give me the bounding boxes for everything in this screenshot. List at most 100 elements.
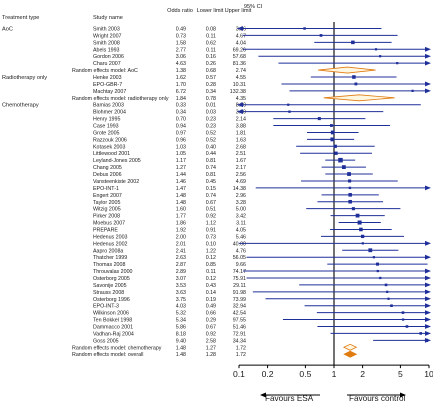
point-estimate xyxy=(368,248,373,253)
lower-limit-value: 0.74 xyxy=(206,165,216,171)
study-name: Hedenus 2003 xyxy=(93,234,128,240)
study-name: Hedenus 2002 xyxy=(93,241,128,247)
ci-arrow-left xyxy=(237,26,243,31)
upper-limit-value: 34.34 xyxy=(233,338,246,344)
study-row: Strauss 2008 3.63 0.14 91.98 xyxy=(93,289,431,296)
upper-limit-value: 9.66 xyxy=(236,262,246,268)
point-estimate xyxy=(303,27,306,30)
upper-limit-value: 4.05 xyxy=(236,227,246,233)
upper-limit-value: 3.42 xyxy=(236,214,246,220)
odds-ratio-value: 2.01 xyxy=(176,241,186,247)
study-name: Charu 2007 xyxy=(93,61,121,67)
lower-limit-value: 0.11 xyxy=(206,269,216,275)
ci-arrow-left xyxy=(237,102,243,108)
point-estimate xyxy=(379,276,382,280)
favours-control-label: Favours control xyxy=(349,394,406,403)
point-estimate xyxy=(348,199,352,204)
point-estimate xyxy=(379,55,382,58)
upper-limit-value: 42.54 xyxy=(233,311,246,317)
upper-limit-value: 2.74 xyxy=(236,68,246,74)
point-estimate xyxy=(375,262,380,266)
odds-ratio-value: 1.17 xyxy=(176,158,186,164)
odds-ratio-value: 1.70 xyxy=(176,82,186,88)
study-name: Aapro 2008a xyxy=(93,248,123,254)
summary-label: Random effects model: overall xyxy=(72,352,143,358)
upper-limit-value: 2.17 xyxy=(236,165,246,171)
upper-limit-value: 75.91 xyxy=(233,276,246,282)
odds-ratio-value: 6.72 xyxy=(176,89,186,95)
study-row: Abels 1993 2.77 0.11 69.26 xyxy=(93,46,431,53)
upper-limit-value: 1.67 xyxy=(236,158,246,164)
lower-limit-value: 1.22 xyxy=(206,248,216,254)
x-tick-label: 5 xyxy=(398,369,403,379)
x-axis: 0.1 0.2 0.5 1 2 5 10 xyxy=(233,364,433,379)
odds-ratio-value: 1.44 xyxy=(176,172,186,178)
study-name: Kotasek 2003 xyxy=(93,144,125,150)
upper-limit-value: 132.38 xyxy=(230,89,246,95)
study-row: Henry 1995 0.70 0.23 2.14 xyxy=(93,117,366,123)
favours-control-arrowhead xyxy=(400,392,406,398)
upper-limit-value: 1.81 xyxy=(236,130,246,136)
study-row: Smith 2008 1.58 0.62 4.04 xyxy=(93,40,392,46)
lower-limit-value: 0.67 xyxy=(206,324,216,330)
odds-ratio-value: 3.75 xyxy=(176,297,186,303)
ci-arrow-right xyxy=(425,240,431,246)
upper-limit-value: 3.11 xyxy=(236,221,246,227)
odds-ratio-value: 1.38 xyxy=(176,68,186,74)
lower-limit-value: 1.28 xyxy=(206,352,216,358)
lower-limit-value: 0.66 xyxy=(206,311,216,317)
summary-label: Random effects model: radiotherapy only xyxy=(72,96,169,102)
study-row: Chang 2005 1.27 0.74 2.17 xyxy=(93,165,366,171)
study-row: Hedenus 2003 2.00 0.73 5.46 xyxy=(93,234,405,240)
upper-limit-value: 81.36 xyxy=(233,61,246,67)
study-row: Taylor 2005 1.48 0.67 3.28 xyxy=(93,199,384,206)
point-estimate xyxy=(351,40,355,45)
upper-limit-value: 91.98 xyxy=(233,290,246,296)
odds-ratio-value: 0.33 xyxy=(176,103,186,109)
lower-limit-value: 0.57 xyxy=(206,75,216,81)
upper-limit-value: 97.55 xyxy=(233,318,246,324)
x-tick-label: 1 xyxy=(332,369,337,379)
upper-limit-value: 2.51 xyxy=(236,151,246,157)
study-row: Vansteenkiste 2002 1.46 0.45 4.69 xyxy=(93,179,398,185)
lower-limit-value: 0.73 xyxy=(206,234,216,240)
lower-limit-value: 0.11 xyxy=(206,33,216,39)
summary-row: Random effects model: radiotherapy only 1… xyxy=(72,94,395,102)
upper-limit-value: 4.69 xyxy=(236,179,246,185)
lower-limit-value: 0.08 xyxy=(206,27,216,33)
upper-limit-value: 1.72 xyxy=(236,345,246,351)
ci-arrow-right xyxy=(425,254,431,260)
point-estimate xyxy=(384,283,388,287)
upper-limit-value: 14.38 xyxy=(233,186,246,192)
x-tick-label: 0.1 xyxy=(233,369,245,379)
study-name: Wright 2007 xyxy=(93,33,122,39)
upper-limit-value: 74.17 xyxy=(233,269,246,275)
study-row: Aapro 2008a 2.41 1.22 4.76 xyxy=(93,248,399,254)
study-name: Dammacco 2001 xyxy=(93,324,133,330)
lower-limit-value: 0.11 xyxy=(206,47,216,53)
ci-arrow-right xyxy=(425,46,431,52)
study-row: Leyland-Jones 2005 1.17 0.81 1.67 xyxy=(93,157,356,164)
study-row: Witzig 2005 1.60 0.51 5.00 xyxy=(93,207,401,213)
study-row: Osterborg 1996 3.75 0.19 73.99 xyxy=(93,296,431,303)
odds-ratio-value: 1.48 xyxy=(176,193,186,199)
lower-limit-value: 0.74 xyxy=(206,193,216,199)
study-row: EPO-INT-1 1.47 0.15 14.38 xyxy=(93,185,431,192)
lower-limit-value: 0.92 xyxy=(206,214,216,220)
upper-limit-value: 4.35 xyxy=(236,96,246,102)
summary-diamond xyxy=(323,94,395,102)
lower-limit-value: 0.12 xyxy=(206,255,216,261)
study-row: EPO-GBR-7 1.70 0.28 10.31 xyxy=(93,81,431,88)
upper-limit-value: 69.26 xyxy=(233,47,246,53)
lower-limit-value: 0.10 xyxy=(206,241,216,247)
lower-limit-value: 2.58 xyxy=(206,338,216,344)
odds-ratio-value: 2.41 xyxy=(176,248,186,254)
ci-arrow-right xyxy=(425,296,431,302)
point-estimate xyxy=(376,269,379,273)
study-row: Kotasek 2003 1.03 0.40 2.68 xyxy=(93,144,375,150)
favours-esa-label: Favours ESA xyxy=(265,394,314,403)
study-name: Thatcher 1999 xyxy=(93,255,127,261)
odds-ratio-value: 5.86 xyxy=(176,324,186,330)
odds-ratio-column-header: Odds ratio xyxy=(167,8,193,14)
